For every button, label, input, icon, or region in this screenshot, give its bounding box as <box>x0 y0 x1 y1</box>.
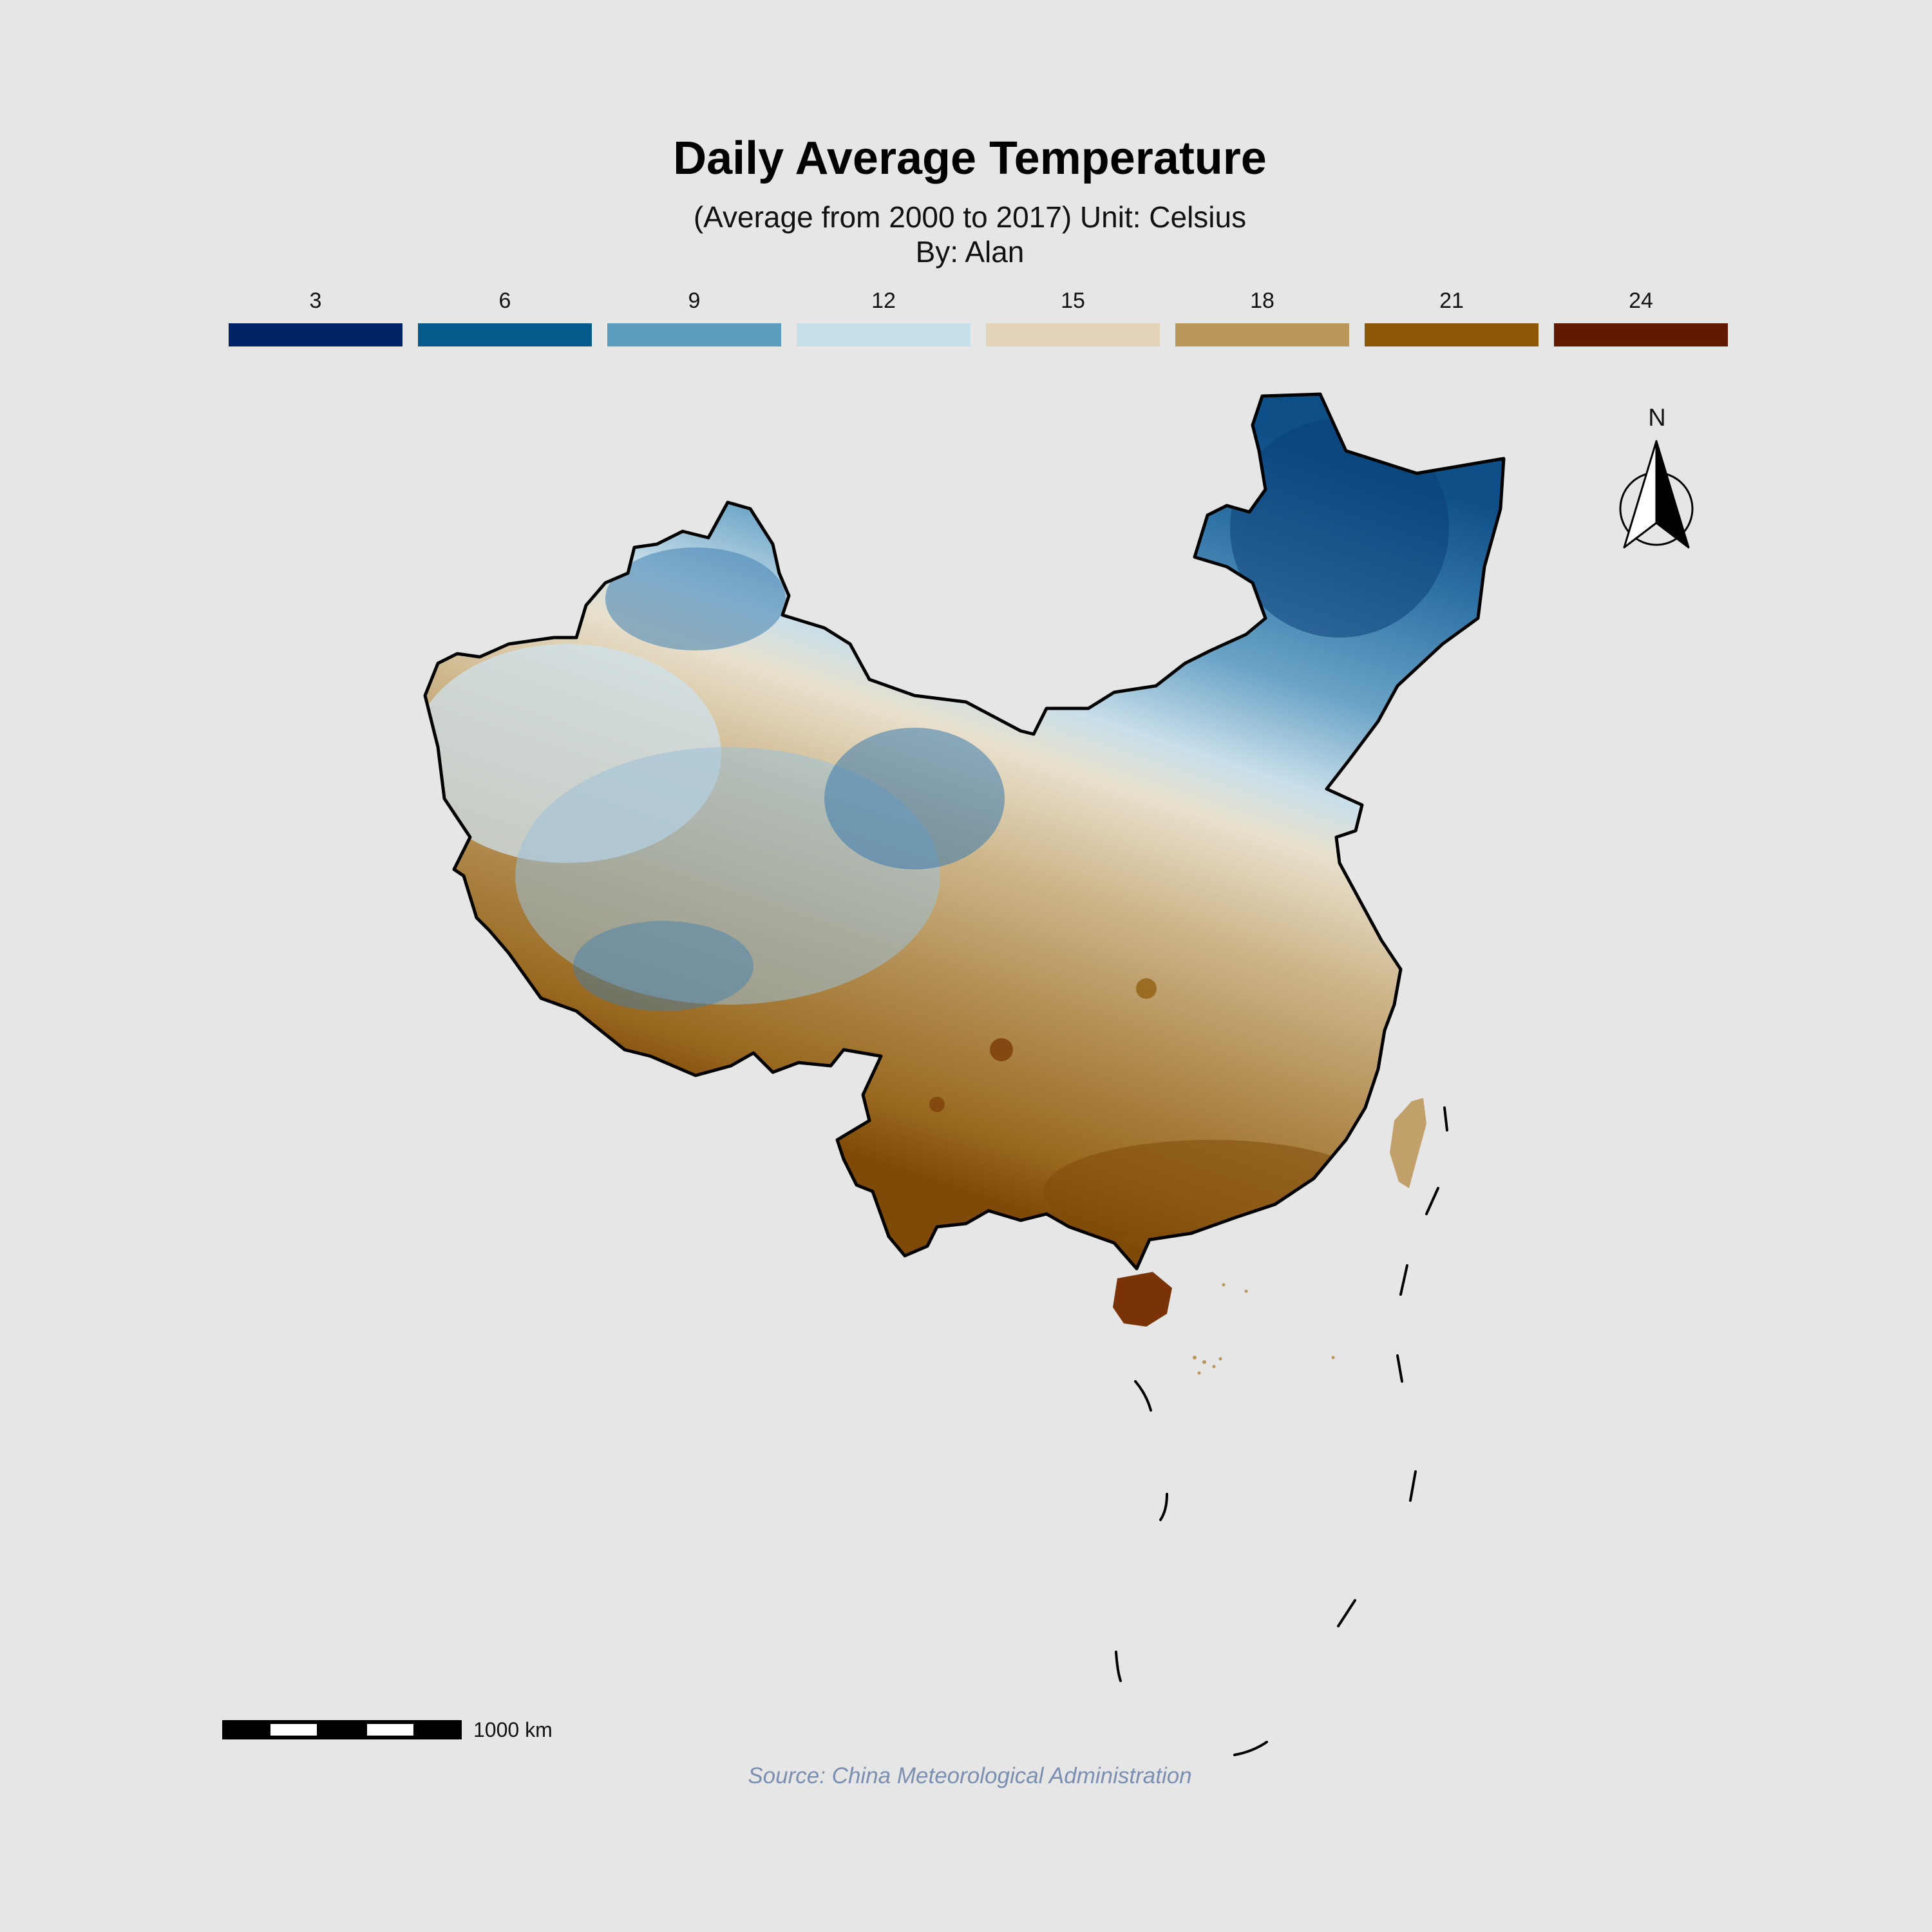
legend-label: 12 <box>871 289 896 313</box>
china-border <box>423 392 1506 1271</box>
legend-item: 24 <box>1554 283 1728 348</box>
legend-item: 3 <box>229 283 402 348</box>
legend-label: 24 <box>1629 289 1653 313</box>
map-author: By: Alan <box>915 235 1025 269</box>
map-title: Daily Average Temperature <box>673 133 1267 184</box>
legend-label: 6 <box>498 289 511 313</box>
legend-label: 15 <box>1061 289 1085 313</box>
legend-swatch <box>986 323 1160 346</box>
legend-item: 12 <box>797 283 971 348</box>
legend-item: 18 <box>1175 283 1349 348</box>
legend-item: 15 <box>986 283 1160 348</box>
legend-swatch <box>1365 323 1539 346</box>
legend-swatch <box>229 323 402 346</box>
north-arrow <box>1619 440 1694 549</box>
legend-item: 9 <box>607 283 781 348</box>
legend-label: 3 <box>309 289 322 313</box>
legend-swatch <box>1175 323 1349 346</box>
scale-bar <box>222 1720 462 1739</box>
source-credit: Source: China Meteorological Administrat… <box>748 1763 1192 1788</box>
hainan-island <box>1113 1272 1172 1327</box>
legend-swatch <box>797 323 971 346</box>
north-arrow-label: N <box>1648 404 1666 431</box>
color-legend: 3 6 9 12 15 18 21 24 <box>0 283 1932 348</box>
dashed-boundary-line <box>1115 1106 1448 1756</box>
scale-bar-label: 1000 km <box>473 1718 553 1741</box>
taiwan-island <box>1390 1098 1426 1188</box>
temperature-fill <box>425 394 1504 1269</box>
legend-label: 21 <box>1439 289 1464 313</box>
south-china-sea-islands <box>1193 1283 1335 1375</box>
map-subtitle: (Average from 2000 to 2017) Unit: Celsiu… <box>693 200 1247 234</box>
legend-swatch <box>1554 323 1728 346</box>
legend-item: 21 <box>1365 283 1539 348</box>
legend-label: 9 <box>688 289 701 313</box>
legend-swatch <box>607 323 781 346</box>
legend-item: 6 <box>418 283 592 348</box>
legend-label: 18 <box>1250 289 1274 313</box>
legend-swatch <box>418 323 592 346</box>
